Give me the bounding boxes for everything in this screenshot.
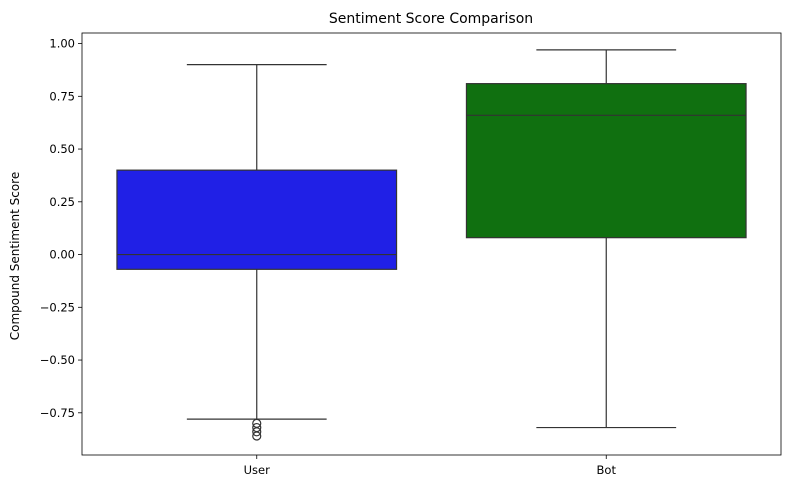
y-tick-label-0: −0.75 <box>40 406 75 420</box>
outlier-user-3 <box>252 431 262 441</box>
x-tick-label-user: User <box>244 463 270 477</box>
y-tick-label-1: −0.50 <box>40 353 75 367</box>
box-body-user <box>116 169 398 270</box>
y-tick-label-7: 1.00 <box>49 37 75 51</box>
y-tick-label-2: −0.25 <box>40 300 75 314</box>
x-axis: User Bot <box>244 455 617 477</box>
y-tick-label-6: 0.75 <box>49 89 75 103</box>
plot-frame <box>81 32 782 456</box>
y-tick-label-4: 0.25 <box>49 195 75 209</box>
plot-area <box>116 49 747 441</box>
y-tick-label-5: 0.50 <box>49 142 75 156</box>
chart-title: Sentiment Score Comparison <box>329 11 533 27</box>
box-bot <box>465 49 747 429</box>
y-axis-title: Compound Sentiment Score <box>8 172 22 340</box>
box-body-bot <box>465 83 747 239</box>
box-user <box>116 64 398 441</box>
y-tick-label-3: 0.00 <box>49 248 75 262</box>
x-tick-label-bot: Bot <box>597 463 617 477</box>
outlier-user-2 <box>252 427 262 437</box>
y-axis: −0.75 −0.50 −0.25 0.00 0.25 0.50 0.75 1.00 <box>40 37 82 420</box>
